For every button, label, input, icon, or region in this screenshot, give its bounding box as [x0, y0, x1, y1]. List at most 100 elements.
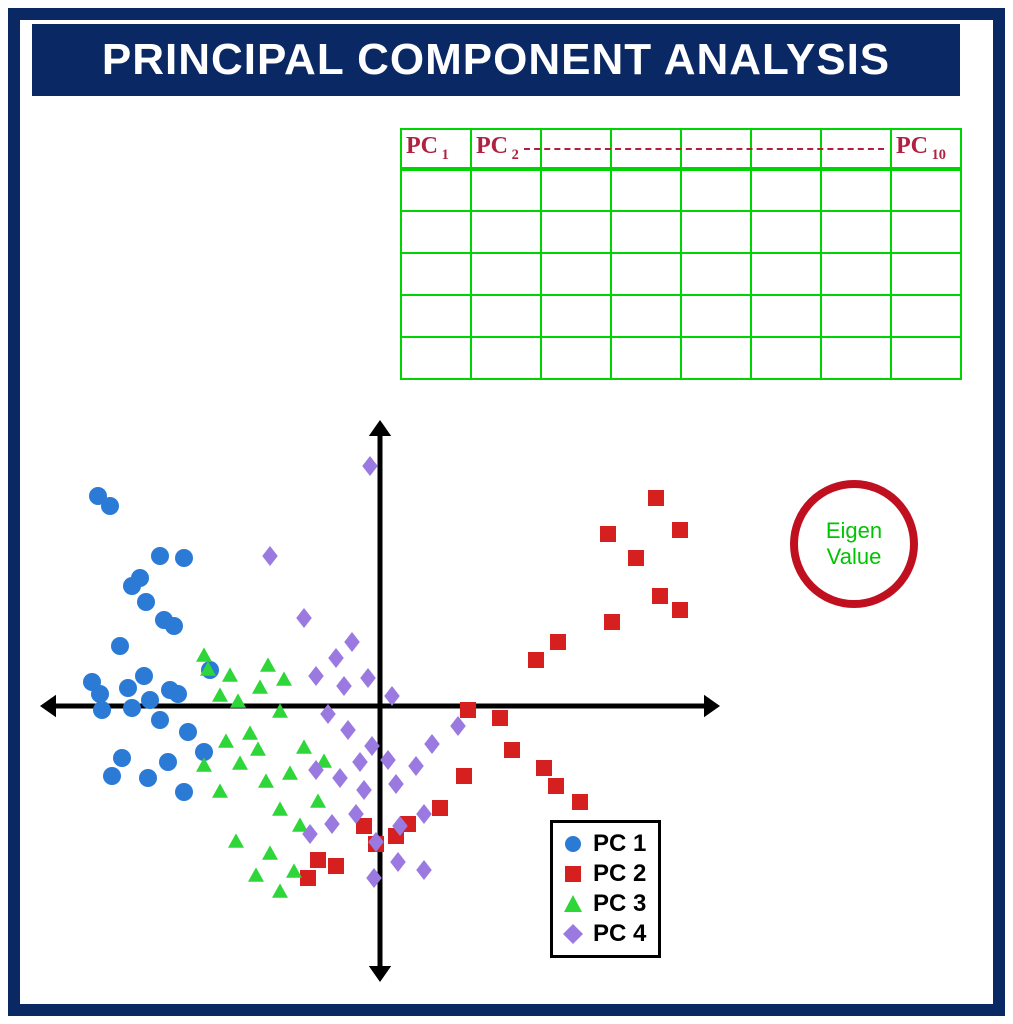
data-point — [390, 852, 406, 872]
data-point — [242, 725, 258, 739]
legend-swatch — [563, 924, 583, 944]
data-point — [432, 800, 448, 816]
legend: PC 1PC 2PC 3PC 4 — [550, 820, 661, 958]
pc-label-sub: 1 — [438, 147, 449, 163]
data-point — [408, 756, 424, 776]
pc-table-cell — [891, 169, 961, 211]
pc-table-cell — [891, 253, 961, 295]
data-point — [93, 701, 111, 719]
data-point — [286, 863, 302, 877]
data-point — [310, 852, 326, 868]
data-point — [139, 769, 157, 787]
pc-table-cell — [611, 211, 681, 253]
data-point — [228, 833, 244, 847]
data-point — [151, 711, 169, 729]
data-point — [222, 667, 238, 681]
pc-table-cell — [471, 169, 541, 211]
page-title: PRINCIPAL COMPONENT ANALYSIS — [32, 24, 960, 96]
pc-table-cell — [471, 337, 541, 379]
legend-item: PC 1 — [563, 829, 646, 859]
data-point — [252, 679, 268, 693]
data-point — [196, 757, 212, 771]
data-point — [169, 685, 187, 703]
data-point — [652, 588, 668, 604]
pc-table-cell — [401, 337, 471, 379]
data-point — [218, 733, 234, 747]
pc-table-cell — [821, 169, 891, 211]
axis-arrow — [369, 966, 391, 982]
data-point — [262, 845, 278, 859]
pc-table-cell — [681, 253, 751, 295]
data-point — [572, 794, 588, 810]
pc-table-cell — [401, 211, 471, 253]
data-point — [460, 702, 476, 718]
legend-label: PC 3 — [593, 889, 646, 919]
legend-label: PC 2 — [593, 859, 646, 889]
data-point — [324, 814, 340, 834]
axis-arrow — [369, 420, 391, 436]
pc-table-cell — [891, 211, 961, 253]
data-point — [328, 648, 344, 668]
pc-table-cell — [751, 253, 821, 295]
data-point — [536, 760, 552, 776]
pc-header-dashline — [524, 148, 884, 150]
legend-swatch — [563, 894, 583, 914]
data-point — [362, 456, 378, 476]
pc-table-cell — [471, 253, 541, 295]
data-point — [450, 716, 466, 736]
data-point — [380, 750, 396, 770]
pc-label: PC — [896, 133, 928, 159]
data-point — [151, 547, 169, 565]
pc-table-grid: PC 1PC 2PC 10 — [400, 128, 962, 380]
data-point — [388, 774, 404, 794]
data-point — [250, 741, 266, 755]
pc-table-cell — [681, 295, 751, 337]
pc-table-cell — [401, 295, 471, 337]
data-point — [258, 773, 274, 787]
pc-table-cell — [471, 295, 541, 337]
data-point — [103, 767, 121, 785]
data-point — [91, 685, 109, 703]
data-point — [196, 647, 212, 661]
data-point — [296, 739, 312, 753]
pc-label-sub: 2 — [508, 147, 519, 163]
data-point — [416, 804, 432, 824]
pc-table-cell — [751, 169, 821, 211]
pc-table-cell — [611, 169, 681, 211]
legend-swatch — [563, 834, 583, 854]
pc-label: PC — [476, 133, 508, 159]
pc-table-cell — [541, 211, 611, 253]
data-point — [212, 783, 228, 797]
data-point — [352, 752, 368, 772]
data-point — [260, 657, 276, 671]
data-point — [648, 490, 664, 506]
data-point — [119, 679, 137, 697]
pc-label-sub: 10 — [928, 147, 946, 163]
pc-table-cell — [611, 295, 681, 337]
pc-table-cell — [541, 169, 611, 211]
pc-table-cell — [891, 337, 961, 379]
eigen-line2: Value — [827, 544, 882, 569]
legend-item: PC 2 — [563, 859, 646, 889]
data-point — [123, 699, 141, 717]
data-point — [159, 753, 177, 771]
data-point — [232, 755, 248, 769]
data-point — [111, 637, 129, 655]
data-point — [600, 526, 616, 542]
pc-table-cell — [541, 253, 611, 295]
pc-table-cell — [821, 211, 891, 253]
data-point — [135, 667, 153, 685]
data-point — [276, 671, 292, 685]
pc-table-header-cell: PC 10 — [891, 129, 961, 169]
data-point — [384, 686, 400, 706]
data-point — [300, 870, 316, 886]
data-point — [175, 549, 193, 567]
axis-arrow — [40, 695, 56, 717]
data-point — [492, 710, 508, 726]
legend-swatch — [563, 864, 583, 884]
pc-label: PC — [406, 133, 438, 159]
eigen-value-label: Eigen Value — [826, 518, 882, 570]
pc-table-cell — [401, 169, 471, 211]
data-point — [282, 765, 298, 779]
data-point — [328, 858, 344, 874]
